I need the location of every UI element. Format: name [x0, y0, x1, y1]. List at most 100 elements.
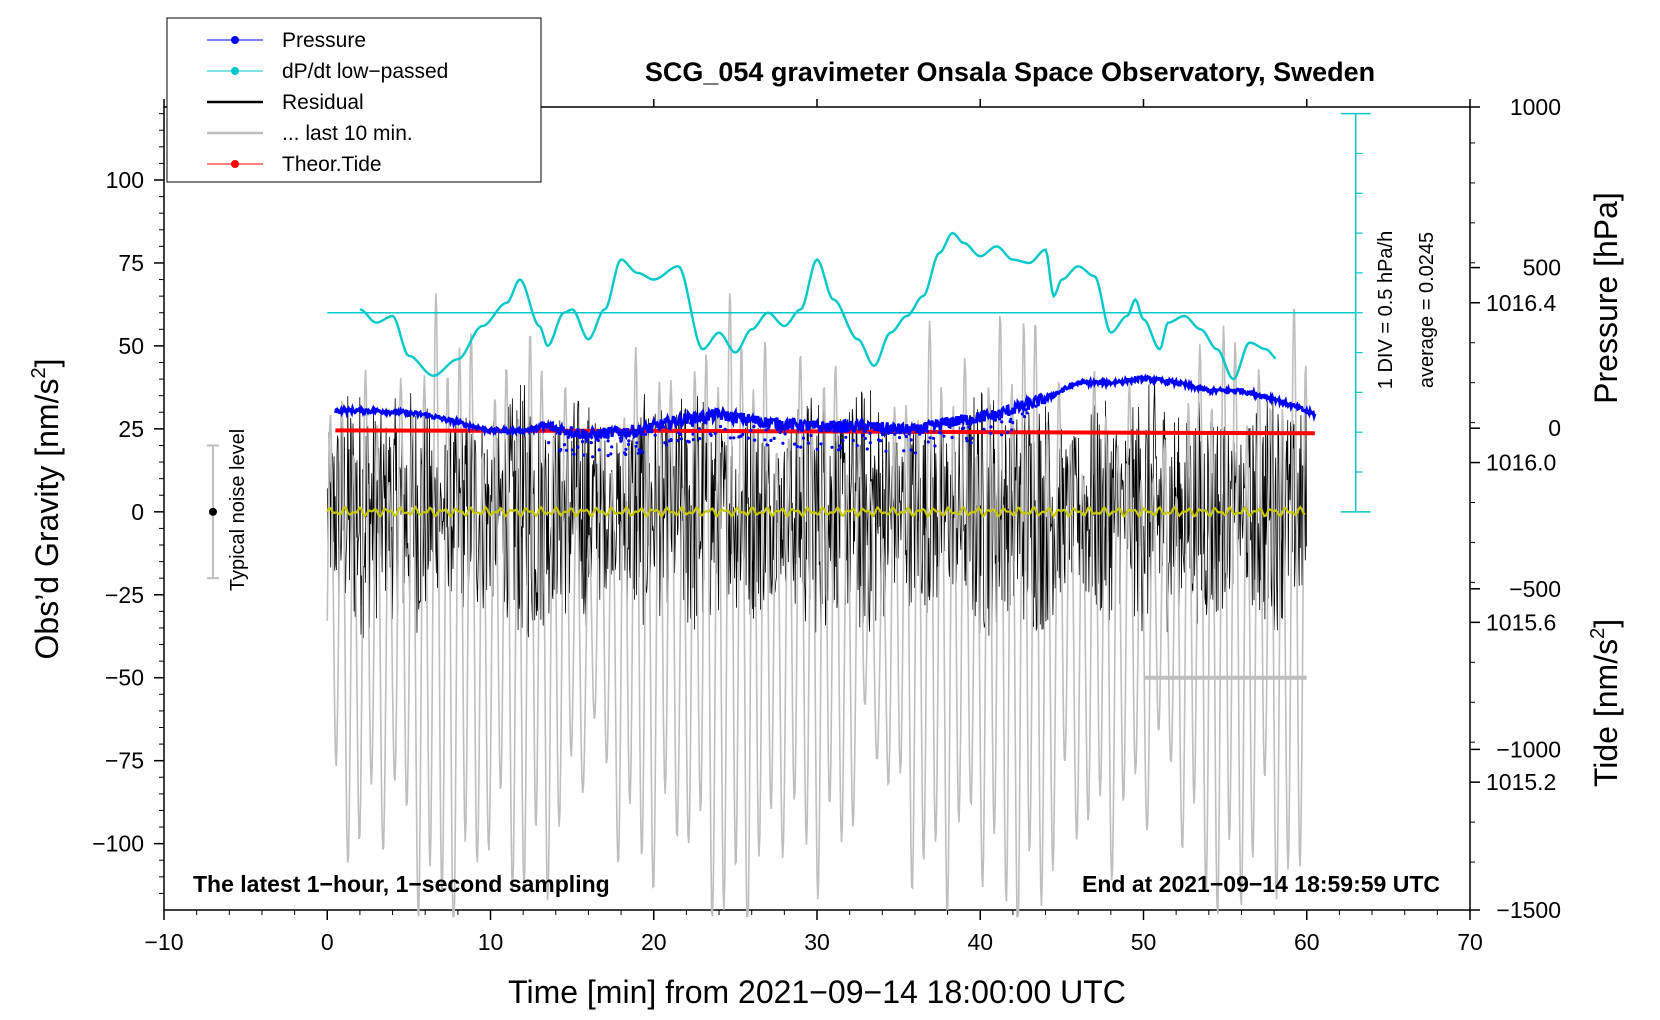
legend-label: Theor.Tide	[282, 153, 382, 176]
pressure-point	[797, 423, 801, 428]
pressure-point	[594, 435, 598, 439]
x-tick-label: 40	[967, 929, 993, 955]
pressure-point	[829, 426, 833, 430]
y-axis-title-pressure: Pressure [hPa]	[1588, 192, 1624, 404]
x-tick-label: 30	[804, 929, 830, 955]
pressure-point	[1020, 412, 1024, 416]
y-axis-title-tide-sup: 2	[1587, 628, 1609, 639]
pressure-point	[1006, 430, 1010, 435]
pressure-point	[939, 431, 943, 435]
y-tick-label: 50	[118, 333, 144, 359]
residual-lowpassed-series	[326, 505, 1306, 519]
pressure-point	[962, 426, 966, 430]
dpdt-series	[327, 231, 1356, 381]
pressure-point	[627, 433, 631, 437]
pressure-point	[799, 425, 804, 429]
noise-level-indicator	[206, 444, 219, 580]
pressure-point	[691, 438, 696, 442]
pressure-point	[1024, 408, 1028, 412]
legend: Pressure dP/dt low−passed Residual ... last…	[166, 17, 542, 183]
pressure-tick-label: 1016.4	[1486, 290, 1557, 316]
last-10-min-series	[326, 293, 1308, 918]
pressure-point	[819, 429, 823, 433]
pressure-point	[580, 440, 585, 444]
pressure-point	[772, 436, 776, 440]
pressure-point	[739, 417, 744, 421]
y-axis-title-gravity-end: ]	[29, 359, 65, 368]
pressure-point	[839, 446, 843, 450]
pressure-point	[676, 439, 680, 443]
legend-label: Residual	[282, 91, 364, 114]
pressure-point	[635, 441, 639, 445]
pressure-point	[1034, 404, 1038, 408]
pressure-point	[806, 441, 811, 445]
pressure-point	[902, 449, 906, 453]
pressure-point	[766, 427, 770, 431]
pressure-point	[693, 420, 698, 424]
pressure-point	[563, 443, 567, 447]
pressure-point	[753, 438, 757, 442]
legend-marker	[231, 160, 239, 168]
pressure-point	[970, 436, 974, 440]
pressure-point	[572, 452, 576, 456]
dpdt-scale-bar	[1340, 112, 1371, 513]
pressure-point	[564, 448, 569, 452]
y-tick-label: 25	[118, 416, 144, 442]
dpdt-line	[359, 231, 1277, 381]
pressure-point	[819, 442, 823, 446]
y-tick-label: 75	[118, 250, 144, 276]
pressure-point	[691, 423, 695, 428]
pressure-point	[648, 430, 653, 434]
pressure-point	[629, 431, 633, 435]
pressure-point	[618, 436, 622, 440]
y-axis-title-gravity-main: Obs’d Gravity [nm/s	[29, 379, 65, 660]
pressure-point	[825, 428, 829, 432]
pressure-point	[591, 455, 595, 459]
pressure-point	[732, 436, 736, 440]
pressure-point	[815, 447, 819, 451]
pressure-point	[950, 435, 954, 440]
pressure-point	[967, 425, 971, 429]
pressure-point	[763, 438, 767, 442]
pressure-point	[964, 436, 969, 440]
pressure-point	[878, 439, 883, 443]
y-tick-label: 100	[106, 167, 144, 193]
x-tick-label: 10	[478, 929, 504, 955]
pressure-point	[1000, 420, 1004, 424]
pressure-point	[636, 451, 640, 455]
pressure-point	[639, 431, 643, 435]
legend-box	[166, 17, 542, 183]
pressure-point	[640, 450, 645, 455]
pressure-point	[752, 425, 756, 429]
chart-title: SCG_054 gravimeter Onsala Space Observat…	[645, 57, 1375, 87]
pressure-point	[713, 431, 717, 435]
pressure-point	[691, 432, 695, 436]
pressure-point	[868, 441, 872, 445]
y-axis-title-tide-main: Tide [nm/s	[1588, 639, 1624, 787]
pressure-point	[596, 438, 600, 443]
pressure-point	[679, 437, 684, 441]
pressure-line	[333, 373, 1317, 445]
pressure-point	[830, 445, 834, 449]
pressure-point	[881, 432, 885, 437]
pressure-point	[569, 432, 573, 436]
pressure-point	[925, 429, 930, 433]
pressure-point	[799, 445, 803, 449]
pressure-point	[728, 436, 733, 440]
residual-lowpassed-line	[326, 505, 1306, 519]
pressure-point	[606, 454, 610, 458]
y-tick-label: −25	[105, 582, 144, 608]
pressure-point	[775, 422, 780, 427]
legend-marker	[231, 67, 239, 75]
pressure-point	[781, 441, 785, 445]
pressure-point	[801, 436, 806, 440]
pressure-point	[637, 448, 641, 452]
pressure-point	[865, 447, 869, 451]
pressure-point	[1011, 421, 1015, 425]
pressure-point	[627, 439, 631, 443]
pressure-point	[662, 425, 666, 429]
pressure-point	[993, 418, 998, 422]
pressure-point	[928, 436, 932, 440]
pressure-point	[926, 440, 930, 444]
